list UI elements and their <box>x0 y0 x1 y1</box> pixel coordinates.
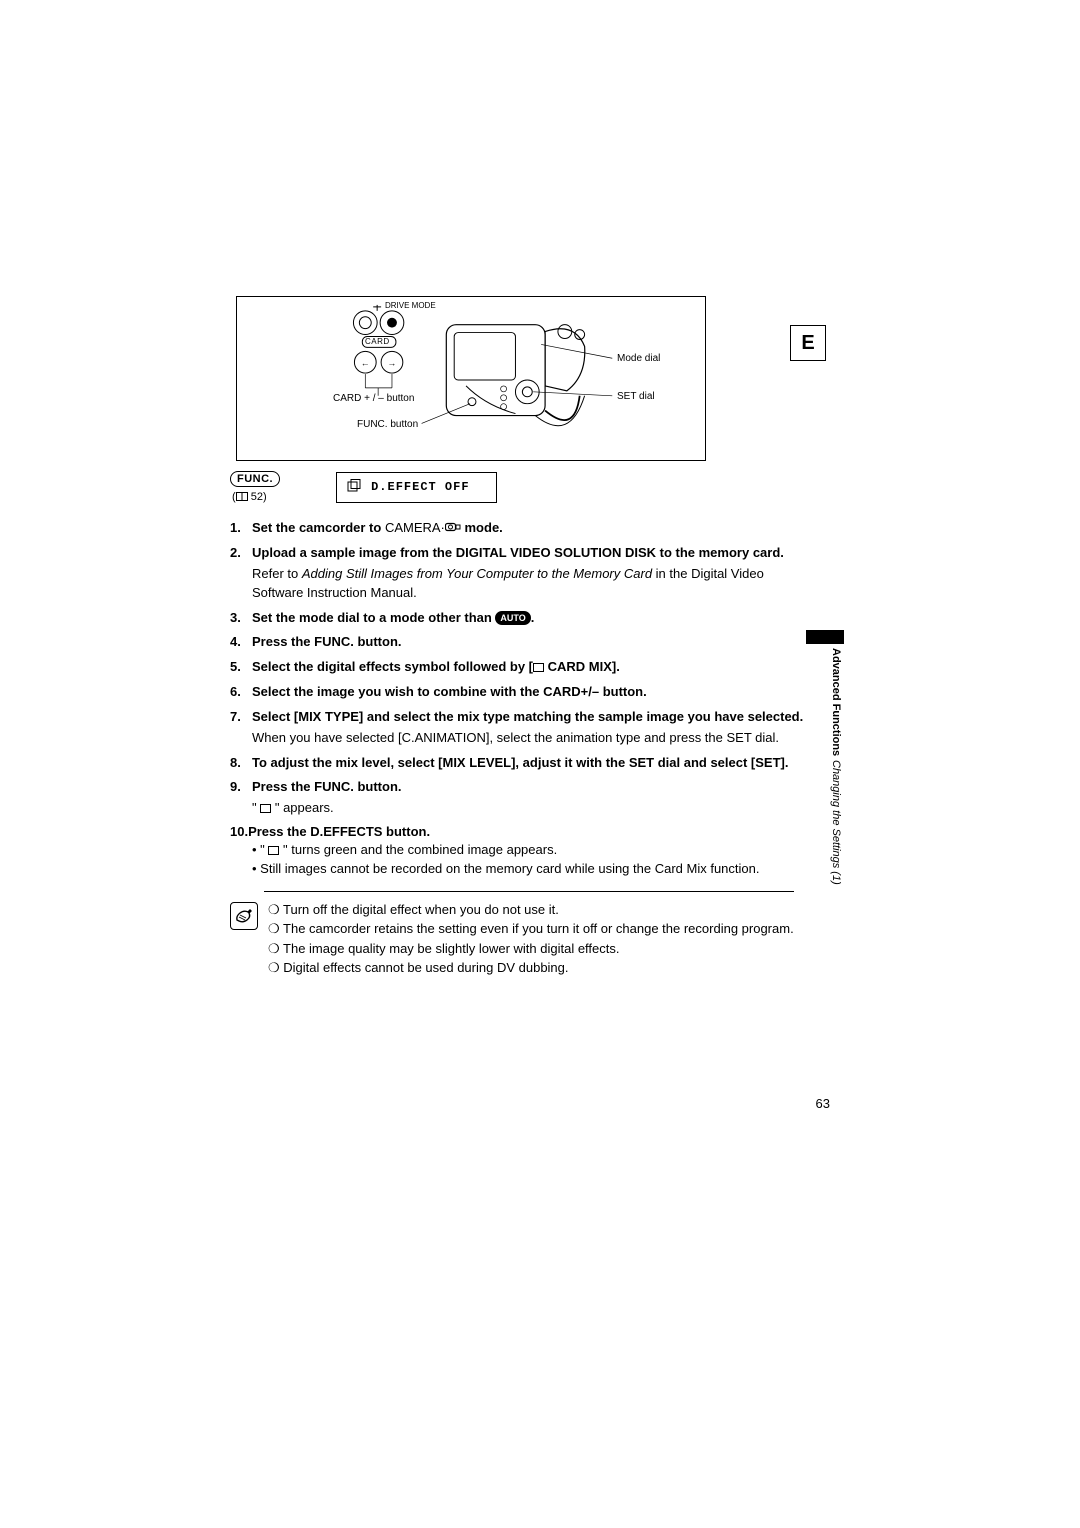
step-4: Press the FUNC. button. <box>230 633 815 652</box>
func-badge: FUNC. <box>230 471 280 487</box>
label-card-button: CARD + / – button <box>333 393 414 404</box>
notes-separator <box>264 891 794 892</box>
svg-text:→: → <box>388 358 397 368</box>
note-3: The image quality may be slightly lower … <box>268 939 794 959</box>
step-5: Select the digital effects symbol follow… <box>230 658 815 677</box>
page-content: ← → <box>230 296 815 978</box>
note-4: Digital effects cannot be used during DV… <box>268 958 794 978</box>
side-tab: Advanced Functions Changing the Settings… <box>828 648 844 885</box>
step-9: Press the FUNC. button. " " appears. <box>230 778 815 818</box>
step-1: Set the camcorder to CAMERA· mode. <box>230 519 815 538</box>
label-card-badge: CARD <box>365 337 390 346</box>
card-mix-icon <box>533 663 544 672</box>
step-7-body: When you have selected [C.ANIMATION], se… <box>252 729 815 748</box>
notes-list: Turn off the digital effect when you do … <box>268 900 794 978</box>
effect-indicator-icon <box>260 804 271 813</box>
note-2: The camcorder retains the setting even i… <box>268 919 794 939</box>
step-10-bullets: " " turns green and the combined image a… <box>230 841 815 879</box>
instruction-list: Set the camcorder to CAMERA· mode. Uploa… <box>230 519 815 818</box>
label-set-dial: SET dial <box>617 391 655 402</box>
step-2-body: Refer to Adding Still Images from Your C… <box>252 565 815 603</box>
step-8: To adjust the mix level, select [MIX LEV… <box>230 754 815 773</box>
side-tab-subsection: Changing the Settings (1) <box>830 760 842 885</box>
label-mode-dial: Mode dial <box>617 353 660 364</box>
camera-mode-icon <box>445 519 461 538</box>
note-1: Turn off the digital effect when you do … <box>268 900 794 920</box>
camera-diagram-svg: ← → <box>237 297 705 460</box>
step-9-body: " " appears. <box>252 799 815 818</box>
page-number: 63 <box>816 1096 830 1111</box>
step-2: Upload a sample image from the DIGITAL V… <box>230 544 815 603</box>
effect-display-box: D.EFFECT OFF <box>336 472 496 503</box>
step-10: 10.Press the D.EFFECTS button. " " turns… <box>230 824 815 879</box>
camera-diagram: ← → <box>236 296 706 461</box>
effect-off-icon <box>347 479 361 496</box>
label-drive-mode: DRIVE MODE <box>385 301 436 310</box>
step-6: Select the image you wish to combine wit… <box>230 683 815 702</box>
effect-text: D.EFFECT OFF <box>371 480 469 494</box>
func-left: FUNC. ( 52) <box>230 469 280 505</box>
step-10-head: 10.Press the D.EFFECTS button. <box>230 824 815 839</box>
notes-block: Turn off the digital effect when you do … <box>230 900 815 978</box>
side-tab-section: Advanced Functions <box>830 648 842 756</box>
svg-text:←: ← <box>361 358 370 368</box>
step-10-bullet-1: " " turns green and the combined image a… <box>252 841 815 860</box>
step-10-bullet-2: Still images cannot be recorded on the m… <box>252 860 815 879</box>
label-func-button: FUNC. button <box>357 419 418 430</box>
step-7: Select [MIX TYPE] and select the mix typ… <box>230 708 815 748</box>
effect-indicator-icon <box>268 846 279 855</box>
func-ref: ( 52) <box>232 491 267 503</box>
page-ref-icon <box>236 492 248 501</box>
step-3: Set the mode dial to a mode other than A… <box>230 609 815 628</box>
func-reference-row: FUNC. ( 52) D.EFFECT OFF <box>230 469 815 505</box>
auto-pill-icon: AUTO <box>495 611 530 625</box>
note-icon <box>230 902 258 930</box>
